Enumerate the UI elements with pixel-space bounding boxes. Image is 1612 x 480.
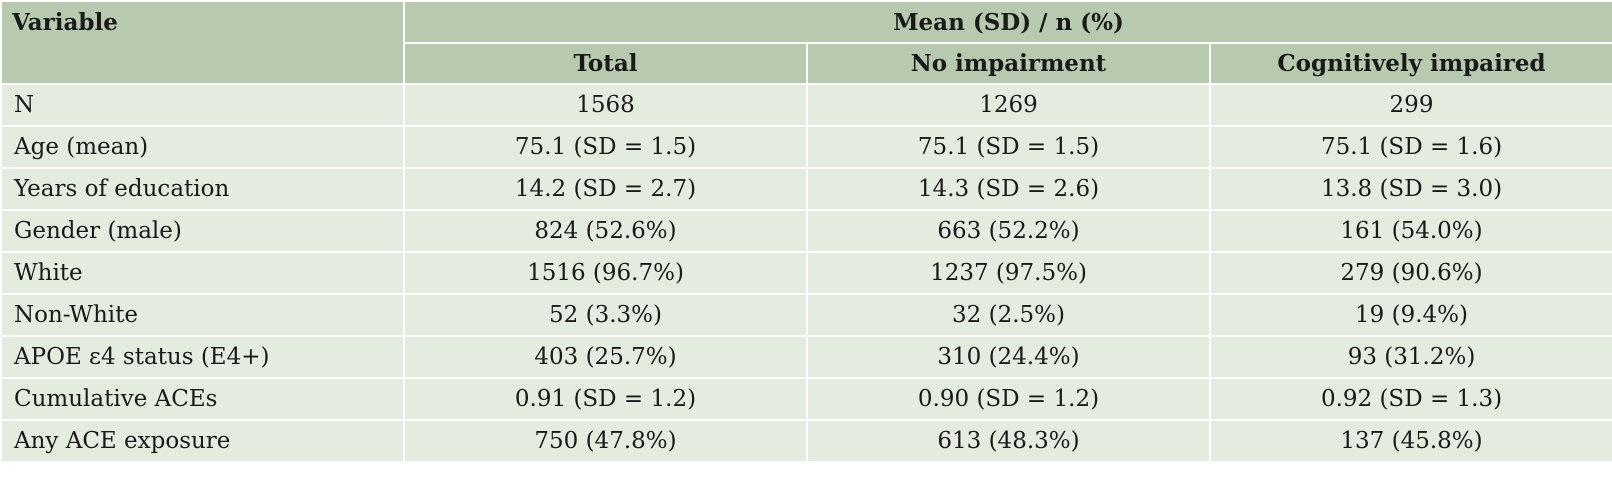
total-cell: 1568	[403, 83, 808, 127]
table-row: Cumulative ACEs 0.91 (SD = 1.2) 0.90 (SD…	[0, 377, 1612, 421]
table-body: N 1568 1269 299 Age (mean) 75.1 (SD = 1.…	[0, 83, 1612, 463]
cognitively-impaired-cell: 279 (90.6%)	[1208, 251, 1612, 295]
no-impairment-cell: 32 (2.5%)	[806, 293, 1211, 337]
total-cell: 52 (3.3%)	[403, 293, 808, 337]
cognitively-impaired-cell: 13.8 (SD = 3.0)	[1208, 167, 1612, 211]
total-cell: 824 (52.6%)	[403, 209, 808, 253]
no-impairment-cell: 613 (48.3%)	[806, 419, 1211, 463]
row-label: Cumulative ACEs	[0, 377, 405, 421]
no-impairment-cell: 1237 (97.5%)	[806, 251, 1211, 295]
no-impairment-cell: 0.90 (SD = 1.2)	[806, 377, 1211, 421]
table-row: Years of education 14.2 (SD = 2.7) 14.3 …	[0, 167, 1612, 211]
row-label: White	[0, 251, 405, 295]
row-label: Years of education	[0, 167, 405, 211]
table-row: APOE ε4 status (E4+) 403 (25.7%) 310 (24…	[0, 335, 1612, 379]
total-cell: 14.2 (SD = 2.7)	[403, 167, 808, 211]
row-label: Any ACE exposure	[0, 419, 405, 463]
no-impairment-cell: 1269	[806, 83, 1211, 127]
variable-column-header: Variable	[0, 0, 405, 85]
mean-sd-group-header: Mean (SD) / n (%)	[402, 0, 1612, 44]
cognitively-impaired-cell: 75.1 (SD = 1.6)	[1208, 125, 1612, 169]
total-column-header: Total	[403, 42, 808, 85]
cognitively-impaired-column-header: Cognitively impaired	[1208, 42, 1612, 85]
demographics-table: Variable Mean (SD) / n (%) Total No impa…	[0, 0, 1612, 463]
cognitively-impaired-cell: 19 (9.4%)	[1208, 293, 1612, 337]
total-cell: 75.1 (SD = 1.5)	[403, 125, 808, 169]
cognitively-impaired-cell: 299	[1208, 83, 1612, 127]
no-impairment-column-header: No impairment	[806, 42, 1211, 85]
no-impairment-cell: 75.1 (SD = 1.5)	[806, 125, 1211, 169]
header-row-top: Variable Mean (SD) / n (%)	[0, 0, 1612, 85]
row-label: N	[0, 83, 405, 127]
total-cell: 403 (25.7%)	[403, 335, 808, 379]
cognitively-impaired-cell: 0.92 (SD = 1.3)	[1208, 377, 1612, 421]
row-label: APOE ε4 status (E4+)	[0, 335, 405, 379]
cognitively-impaired-cell: 93 (31.2%)	[1208, 335, 1612, 379]
total-cell: 0.91 (SD = 1.2)	[403, 377, 808, 421]
table-row: Age (mean) 75.1 (SD = 1.5) 75.1 (SD = 1.…	[0, 125, 1612, 169]
no-impairment-cell: 663 (52.2%)	[806, 209, 1211, 253]
total-cell: 1516 (96.7%)	[403, 251, 808, 295]
no-impairment-cell: 310 (24.4%)	[806, 335, 1211, 379]
no-impairment-cell: 14.3 (SD = 2.6)	[806, 167, 1211, 211]
row-label: Gender (male)	[0, 209, 405, 253]
total-cell: 750 (47.8%)	[403, 419, 808, 463]
table-row: Non-White 52 (3.3%) 32 (2.5%) 19 (9.4%)	[0, 293, 1612, 337]
row-label: Age (mean)	[0, 125, 405, 169]
cognitively-impaired-cell: 161 (54.0%)	[1208, 209, 1612, 253]
table-header: Variable Mean (SD) / n (%) Total No impa…	[0, 0, 1612, 85]
table-row: Any ACE exposure 750 (47.8%) 613 (48.3%)…	[0, 419, 1612, 463]
table-row: Gender (male) 824 (52.6%) 663 (52.2%) 16…	[0, 209, 1612, 253]
cognitively-impaired-cell: 137 (45.8%)	[1208, 419, 1612, 463]
header-row-columns: Total No impairment Cognitively impaired	[1, 42, 1612, 85]
table-row: White 1516 (96.7%) 1237 (97.5%) 279 (90.…	[0, 251, 1612, 295]
row-label: Non-White	[0, 293, 405, 337]
table-row: N 1568 1269 299	[0, 83, 1612, 127]
